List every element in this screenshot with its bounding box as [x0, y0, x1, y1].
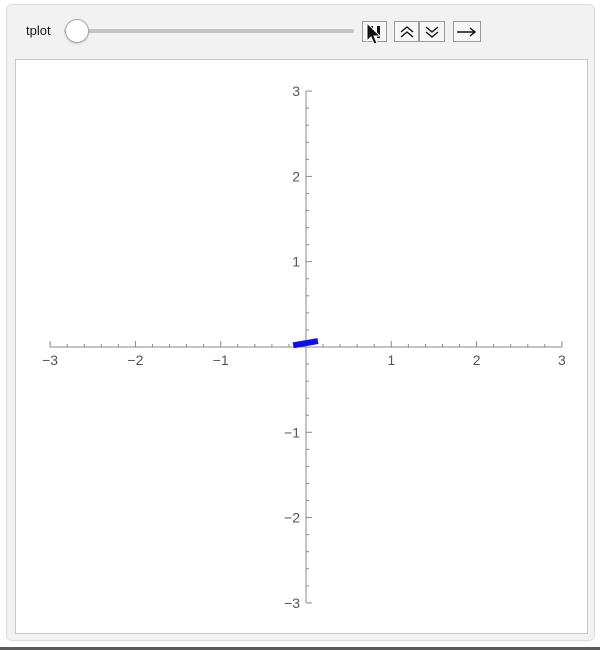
curve-segment	[292, 338, 319, 349]
y-tick-label: 3	[292, 83, 300, 99]
double-chevron-down-icon	[425, 25, 439, 38]
y-tick-label: −2	[284, 510, 300, 526]
x-tick-label: 1	[387, 352, 395, 368]
double-chevron-up-icon	[400, 25, 413, 38]
mouse-cursor-icon	[366, 22, 382, 45]
y-tick-label: −1	[284, 424, 300, 440]
variable-label: tplot	[26, 23, 51, 38]
x-tick-label: −1	[213, 352, 229, 368]
slower-button[interactable]	[419, 21, 445, 42]
x-tick-label: −2	[127, 352, 143, 368]
right-arrow-icon	[457, 26, 477, 37]
x-tick-label: −3	[42, 352, 58, 368]
direction-button[interactable]	[453, 21, 481, 42]
slider-track[interactable]	[64, 29, 354, 33]
faster-button[interactable]	[394, 21, 419, 42]
bottom-border	[0, 647, 600, 650]
manipulate-panel: tplot −3 −2	[6, 4, 595, 641]
plot-frame: −3 −2 −1 1 2 3 3 2 1 −1 −2 −3	[15, 59, 588, 634]
x-tick-label: 2	[473, 352, 481, 368]
y-tick-label: −3	[284, 595, 300, 611]
slider-thumb[interactable]	[65, 19, 89, 43]
y-tick-label: 2	[292, 168, 300, 184]
x-tick-label: 3	[558, 352, 566, 368]
control-bar: tplot	[7, 5, 594, 59]
plot-canvas: −3 −2 −1 1 2 3 3 2 1 −1 −2 −3	[42, 83, 566, 611]
y-tick-label: 1	[292, 254, 300, 270]
